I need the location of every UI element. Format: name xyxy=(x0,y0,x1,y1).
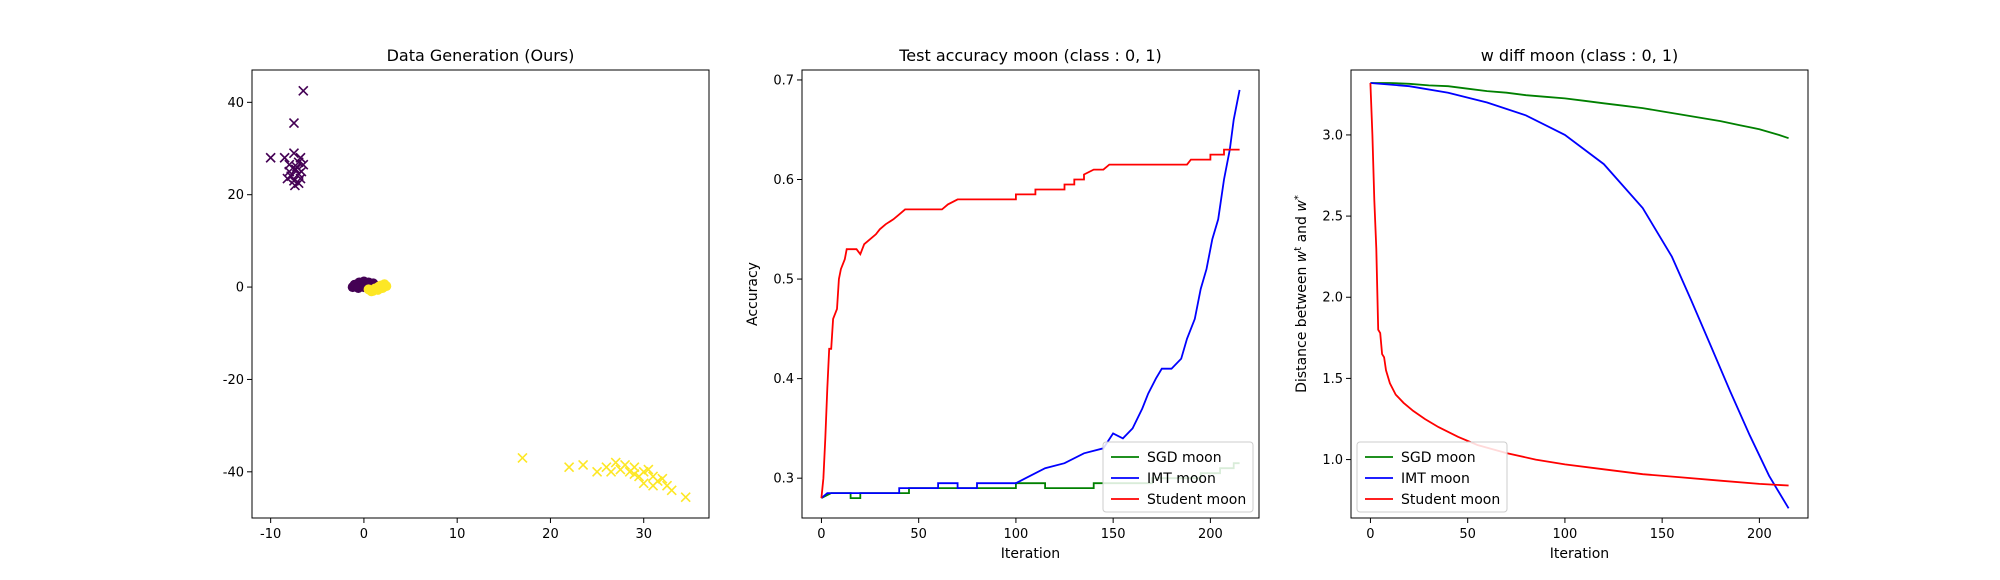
scatter-point-x xyxy=(288,148,300,159)
chart-3: w diff moon (class : 0, 1) 0 50 100 150 200 1.… xyxy=(1293,46,1809,562)
chart-title: w diff moon (class : 0, 1) xyxy=(1481,46,1679,65)
scatter-point-x xyxy=(517,452,528,464)
scatter-point-x xyxy=(638,478,649,489)
x-tick-label: 0 xyxy=(360,527,368,542)
x-tick-label: -10 xyxy=(260,527,281,542)
legend-label: IMT moon xyxy=(1147,471,1216,487)
y-tick-label: -20 xyxy=(223,373,244,388)
scatter-point-x xyxy=(298,85,309,96)
legend-label: Student moon xyxy=(1401,492,1500,508)
scatter-point-x xyxy=(657,473,668,484)
y-tick-label: 0.6 xyxy=(773,173,794,188)
y-tick-label: -40 xyxy=(223,465,244,480)
legend: SGD moon IMT moon Student moon xyxy=(1102,441,1254,513)
series-line-student-moon xyxy=(820,148,1240,499)
axes-frame xyxy=(1350,69,1809,519)
scatter-point-x xyxy=(666,485,677,496)
legend-label: IMT moon xyxy=(1401,471,1470,487)
series-line-imt-moon xyxy=(1370,82,1790,509)
scatter-point-x xyxy=(619,459,631,470)
legend-box xyxy=(1356,441,1508,513)
scatter-point-x xyxy=(279,152,290,163)
y-tick-label: 0 xyxy=(236,281,244,296)
scatter-series-4 xyxy=(363,279,392,297)
scatter-point-x xyxy=(290,164,301,175)
y-tick-label: 0.3 xyxy=(773,472,794,487)
x-tick-label: 0 xyxy=(1366,527,1374,542)
chart-2: Test accuracy moon (class : 0, 1) 0 50 100 1… xyxy=(745,46,1260,562)
y-tick-label: 0.5 xyxy=(773,273,794,288)
scatter-point-x xyxy=(680,492,691,503)
y-tick-label: 20 xyxy=(227,188,244,203)
chart-1: Data Generation (Ours) -10 0 10 20 30 -40 -20 0 2… xyxy=(223,46,710,542)
chart-title: Test accuracy moon (class : 0, 1) xyxy=(898,46,1162,65)
y-tick-label: 0.4 xyxy=(773,372,794,387)
x-axis-label: Iteration xyxy=(1001,546,1060,562)
x-tick-label: 100 xyxy=(1553,527,1578,542)
x-tick-label: 50 xyxy=(1459,527,1476,542)
y-tick-label: 2.5 xyxy=(1322,210,1343,225)
x-tick-label: 0 xyxy=(817,527,825,542)
axes-frame xyxy=(251,69,710,519)
plot-area xyxy=(265,85,691,503)
series-line-imt-moon xyxy=(820,89,1241,499)
x-tick-label: 10 xyxy=(449,527,466,542)
legend-label: Student moon xyxy=(1147,492,1246,508)
scatter-point-x xyxy=(610,457,621,468)
scatter-point-x xyxy=(265,152,276,163)
legend: SGD moon IMT moon Student moon xyxy=(1356,441,1508,513)
x-tick-label: 100 xyxy=(1004,527,1029,542)
y-tick-label: 0.7 xyxy=(773,73,794,88)
scatter-point-x xyxy=(564,462,575,473)
scatter-series-1 xyxy=(265,85,309,191)
x-axis-label: Iteration xyxy=(1550,546,1609,562)
plot-area xyxy=(820,89,1241,499)
scatter-point-dot xyxy=(381,281,392,292)
scatter-point-x xyxy=(289,180,300,191)
scatter-point-x xyxy=(578,459,589,470)
series-line-student-moon xyxy=(1369,82,1789,487)
scatter-point-dot xyxy=(366,286,377,297)
y-tick-label: 40 xyxy=(227,96,244,111)
x-tick-label: 200 xyxy=(1747,527,1772,542)
x-tick-label: 30 xyxy=(635,527,652,542)
scatter-point-x xyxy=(606,466,617,477)
x-tick-label: 20 xyxy=(542,527,559,542)
plot-area xyxy=(1369,82,1790,509)
scatter-point-x xyxy=(592,466,603,477)
scatter-point-dot xyxy=(373,281,384,292)
y-tick-label: 3.0 xyxy=(1322,128,1343,143)
x-tick-label: 50 xyxy=(910,527,927,542)
x-tick-label: 150 xyxy=(1650,527,1675,542)
y-axis-label: Distance between wt and w* xyxy=(1293,195,1311,393)
legend-label: SGD moon xyxy=(1147,450,1222,466)
scatter-point-x xyxy=(643,464,654,475)
y-axis-label: Accuracy xyxy=(745,262,761,326)
legend-box xyxy=(1102,441,1254,513)
y-tick-label: 1.5 xyxy=(1322,372,1343,387)
y-tick-label: 1.0 xyxy=(1322,453,1343,468)
scatter-point-x xyxy=(288,118,300,129)
scatter-point-x xyxy=(629,469,640,480)
series-line-sgd-moon xyxy=(1370,82,1789,140)
x-tick-label: 150 xyxy=(1101,527,1126,542)
chart-title: Data Generation (Ours) xyxy=(387,46,575,65)
scatter-point-x xyxy=(291,161,302,173)
legend-label: SGD moon xyxy=(1401,450,1476,466)
x-tick-label: 200 xyxy=(1198,527,1223,542)
scatter-point-x xyxy=(647,480,659,491)
axes-frame xyxy=(801,69,1260,519)
y-tick-label: 2.0 xyxy=(1322,291,1343,306)
scatter-series-2 xyxy=(517,452,691,503)
